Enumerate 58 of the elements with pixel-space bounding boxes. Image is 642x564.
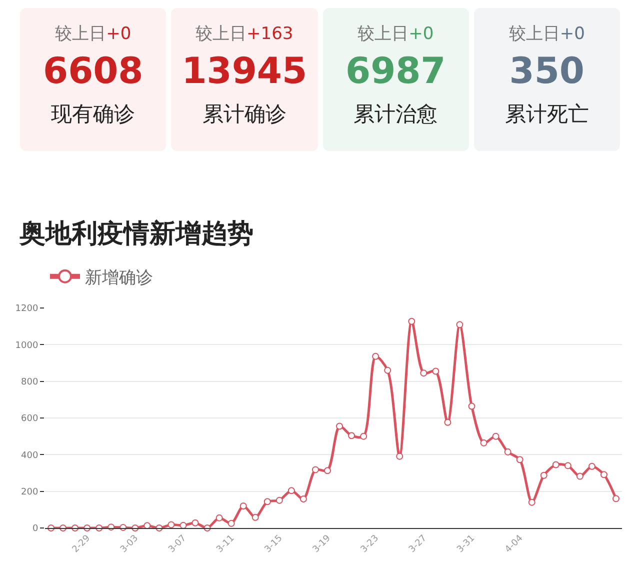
point: [612, 495, 620, 502]
data-label: 6608: [42, 50, 144, 94]
point: [168, 521, 175, 528]
point: [216, 514, 223, 522]
point: [588, 462, 596, 470]
point: [228, 520, 235, 527]
point: [528, 498, 536, 506]
category-label: 累计确诊: [201, 101, 288, 128]
point: [564, 462, 572, 470]
chart-title: 奥地利疫情新增趋势: [18, 218, 254, 249]
data-label: 6987: [344, 50, 447, 94]
point: [288, 487, 295, 494]
category-label: 累计治愈: [352, 101, 439, 128]
y-tick-label: 1000: [15, 340, 38, 351]
data-label: 350: [508, 50, 586, 94]
data-label: 13945: [180, 50, 308, 94]
text: 较上日+163: [194, 23, 294, 46]
point: [408, 318, 416, 325]
point: [252, 514, 259, 521]
y-tick-label: 600: [21, 414, 38, 424]
point: [420, 370, 428, 377]
point: [360, 432, 368, 440]
y-tick-label: 0: [32, 524, 38, 534]
y-tick-label: 400: [21, 450, 38, 461]
text: 较上日+0: [356, 23, 435, 46]
point: [552, 461, 560, 468]
category-label: 现有确诊: [50, 101, 136, 128]
point: [336, 422, 344, 430]
y-tick-label: 200: [21, 487, 38, 498]
point: [456, 321, 464, 328]
point: [348, 432, 356, 440]
point: [240, 502, 247, 510]
legend-label: 新增确诊: [85, 268, 153, 288]
point: [396, 452, 404, 460]
text: 较上日+0: [508, 23, 586, 46]
category-label: 累计死亡: [504, 101, 590, 128]
point: [372, 352, 380, 360]
point: [516, 456, 524, 464]
point: [492, 432, 500, 440]
point: [300, 496, 307, 503]
point: [192, 519, 199, 526]
y-tick-label: 800: [21, 377, 38, 388]
point: [276, 496, 283, 504]
point: [432, 368, 440, 375]
point: [540, 472, 548, 479]
text: 较上日+0: [54, 23, 132, 46]
point: [324, 467, 331, 474]
y-tick-label: 1200: [15, 304, 38, 314]
point: [576, 472, 584, 480]
point: [264, 498, 271, 506]
point: [504, 448, 512, 456]
point: [600, 471, 608, 478]
point: [444, 418, 452, 426]
point: [480, 439, 488, 446]
point: [180, 522, 187, 529]
point: [384, 366, 392, 374]
point: [312, 466, 319, 474]
point: [468, 402, 476, 410]
